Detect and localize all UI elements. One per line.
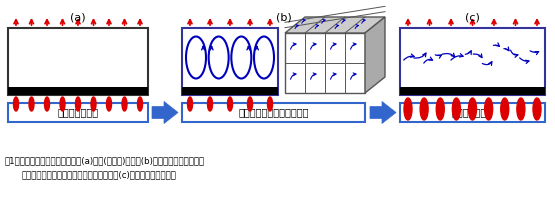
Bar	[182, 28, 278, 95]
Bar	[285, 33, 365, 93]
Ellipse shape	[44, 97, 49, 111]
Text: 乱流（カオス）: 乱流（カオス）	[452, 108, 493, 118]
Polygon shape	[365, 17, 385, 93]
Ellipse shape	[29, 97, 34, 111]
Ellipse shape	[436, 98, 444, 120]
Ellipse shape	[248, 97, 253, 111]
Bar	[182, 103, 365, 122]
Ellipse shape	[122, 97, 127, 111]
Ellipse shape	[60, 97, 65, 111]
Ellipse shape	[91, 97, 96, 111]
Ellipse shape	[452, 98, 461, 120]
Polygon shape	[285, 17, 385, 33]
Bar	[8, 103, 148, 122]
Ellipse shape	[420, 98, 428, 120]
Bar	[400, 103, 545, 122]
Bar	[182, 87, 278, 95]
Ellipse shape	[501, 98, 509, 120]
Ellipse shape	[533, 98, 541, 120]
Text: 流が作るベナールセル（秩序構造）状態、(c)乱流（カオス）状態: 流が作るベナールセル（秩序構造）状態、(c)乱流（カオス）状態	[22, 170, 177, 179]
Ellipse shape	[13, 97, 18, 111]
Ellipse shape	[228, 97, 233, 111]
Ellipse shape	[268, 97, 273, 111]
Bar	[8, 87, 148, 95]
Text: (c): (c)	[465, 13, 480, 23]
Polygon shape	[152, 102, 178, 124]
Text: (a): (a)	[70, 13, 86, 23]
Text: 図1　加熱された油の層で生じる(a)静止(熱伝導)状態、(b)渦巻き状のベナール対: 図1 加熱された油の層で生じる(a)静止(熱伝導)状態、(b)渦巻き状のベナール…	[5, 156, 205, 165]
Ellipse shape	[208, 97, 213, 111]
Polygon shape	[370, 102, 396, 124]
Ellipse shape	[75, 97, 80, 111]
Ellipse shape	[404, 98, 412, 120]
Ellipse shape	[517, 98, 525, 120]
Ellipse shape	[188, 97, 193, 111]
Text: 静止（熱伝導）: 静止（熱伝導）	[57, 108, 99, 118]
Ellipse shape	[468, 98, 477, 120]
Bar	[400, 28, 545, 95]
Ellipse shape	[485, 98, 493, 120]
Text: ベナールセル（秩序構造）: ベナールセル（秩序構造）	[238, 108, 309, 118]
Bar	[400, 87, 545, 95]
Ellipse shape	[138, 97, 143, 111]
Ellipse shape	[107, 97, 112, 111]
Bar	[8, 28, 148, 95]
Text: (b): (b)	[276, 13, 291, 23]
